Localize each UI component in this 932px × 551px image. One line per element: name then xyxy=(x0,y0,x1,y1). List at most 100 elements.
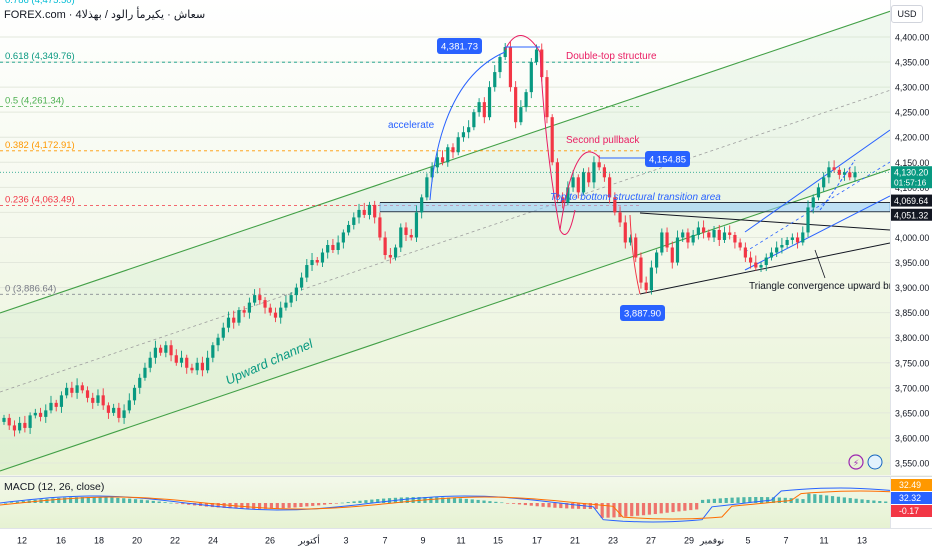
candle-body xyxy=(493,72,497,88)
rising-channel-lower xyxy=(744,195,890,271)
candle-body xyxy=(388,255,392,258)
macd-histogram-bar xyxy=(712,498,716,503)
macd-histogram-bar xyxy=(98,497,102,503)
macd-histogram-bar xyxy=(854,498,858,503)
candle-body xyxy=(399,227,403,248)
candle-body xyxy=(373,204,377,218)
candle-body xyxy=(806,207,810,233)
candle-body xyxy=(576,177,580,193)
date-tick: 18 xyxy=(94,536,104,546)
candle-body xyxy=(790,237,794,240)
macd-histogram-bar xyxy=(506,503,510,504)
rising-channel-mid xyxy=(744,161,890,253)
date-tick: 24 xyxy=(208,536,218,546)
axis-marker-text: 4,130.20 xyxy=(894,168,928,178)
macd-histogram-bar xyxy=(884,501,888,503)
macd-histogram-bar xyxy=(819,494,823,503)
macd-histogram-bar xyxy=(718,498,722,503)
macd-histogram-bar xyxy=(128,498,132,503)
candle-body xyxy=(681,232,685,238)
candle-body xyxy=(649,267,653,291)
candle-body xyxy=(320,252,325,263)
candle-body xyxy=(409,234,413,238)
second-pullback-arc xyxy=(559,151,601,231)
drop-arc xyxy=(629,214,641,295)
macd-histogram-bar xyxy=(157,501,161,503)
candle-body xyxy=(435,157,439,168)
candle-body xyxy=(613,197,617,213)
macd-histogram-bar xyxy=(275,503,279,509)
candle-body xyxy=(634,237,638,258)
macd-histogram-bar xyxy=(21,501,25,503)
macd-histogram-bar xyxy=(358,500,362,503)
candle-body xyxy=(117,407,121,418)
price-axis[interactable]: 4,400.00 4,350.00 4,300.00 4,250.00 4,200.00… xyxy=(890,0,932,475)
candle-body xyxy=(524,92,528,108)
candle-body xyxy=(639,257,643,283)
candle-body xyxy=(712,229,716,238)
macd-pane[interactable] xyxy=(0,476,890,529)
candle-body xyxy=(247,302,251,313)
price-chart[interactable]: 0 (3,886.64) 0.236 (4,063.49) 0.382 (4,172… xyxy=(0,0,890,475)
candle-body xyxy=(451,147,455,153)
macd-histogram-bar xyxy=(700,499,705,503)
macd-histogram-bar xyxy=(807,493,811,503)
macd-histogram-bar xyxy=(535,503,539,507)
candle-body xyxy=(446,147,450,163)
candle-body xyxy=(362,209,366,215)
candle-body xyxy=(352,217,356,225)
date-axis[interactable]: 12 16 18 20 22 24 26 أكتوبر 3 7 9 11 15 17 21 23 27 29 نوف… xyxy=(0,528,932,551)
candle-body xyxy=(722,232,727,240)
macd-histogram-bar xyxy=(671,503,675,513)
date-tick: 11 xyxy=(456,536,465,546)
price-tick: 3,700.00 xyxy=(895,383,929,393)
candle-body xyxy=(346,224,351,233)
price-label-text: 4,154.85 xyxy=(649,155,686,166)
accelerate-arc xyxy=(429,51,506,201)
macd-histogram-bar xyxy=(252,503,256,509)
macd-histogram-bar xyxy=(15,501,20,503)
axis-marker-box xyxy=(891,166,932,189)
macd-histogram-bar xyxy=(529,503,533,506)
price-chart-canvas: 0 (3,886.64) 0.236 (4,063.49) 0.382 (4,172… xyxy=(0,0,890,472)
macd-histogram-bar xyxy=(553,503,557,508)
date-tick: 26 xyxy=(265,536,275,546)
date-tick: نوفمبر xyxy=(699,536,724,546)
price-label-text: 4,381.73 xyxy=(441,42,478,53)
macd-histogram-bar xyxy=(299,503,303,507)
candle-body xyxy=(503,47,507,58)
candle-body xyxy=(748,257,753,263)
macd-histogram-bar xyxy=(9,502,14,503)
date-tick: 13 xyxy=(857,536,867,546)
macd-histogram-bar xyxy=(216,503,220,508)
candle-body xyxy=(122,410,126,418)
candle-body xyxy=(273,312,278,318)
price-label-box xyxy=(645,151,690,167)
candle-body xyxy=(206,357,210,371)
flash-icon xyxy=(848,454,864,470)
candle-body xyxy=(289,295,293,303)
macd-histogram-bar xyxy=(187,503,191,505)
macd-histogram-bar xyxy=(257,503,262,509)
macd-histogram-bar xyxy=(293,503,297,508)
candle-body xyxy=(284,302,288,308)
macd-histogram-bar xyxy=(4,503,8,504)
macd-histogram-bar xyxy=(683,503,687,511)
candle-body xyxy=(529,62,533,93)
fib-label: 0 (3,886.64) xyxy=(5,283,56,294)
macd-histogram-bar xyxy=(464,498,468,503)
candle-body xyxy=(185,357,189,368)
candle-body xyxy=(623,222,627,243)
macd-histogram-bar xyxy=(429,497,433,503)
currency-button[interactable]: USD xyxy=(891,5,923,23)
macd-histogram-bar xyxy=(736,497,740,503)
macd-histogram-bar xyxy=(825,495,829,503)
fib-label: 0.786 (4,475.50) xyxy=(5,0,75,6)
candle-body xyxy=(785,239,789,245)
macd-histogram-bar xyxy=(523,503,527,506)
macd-histogram-bar xyxy=(352,501,356,503)
candle-body xyxy=(65,387,69,396)
macd-histogram-bar xyxy=(470,499,474,503)
candle-body xyxy=(216,337,220,346)
macd-histogram-bar xyxy=(181,503,185,505)
